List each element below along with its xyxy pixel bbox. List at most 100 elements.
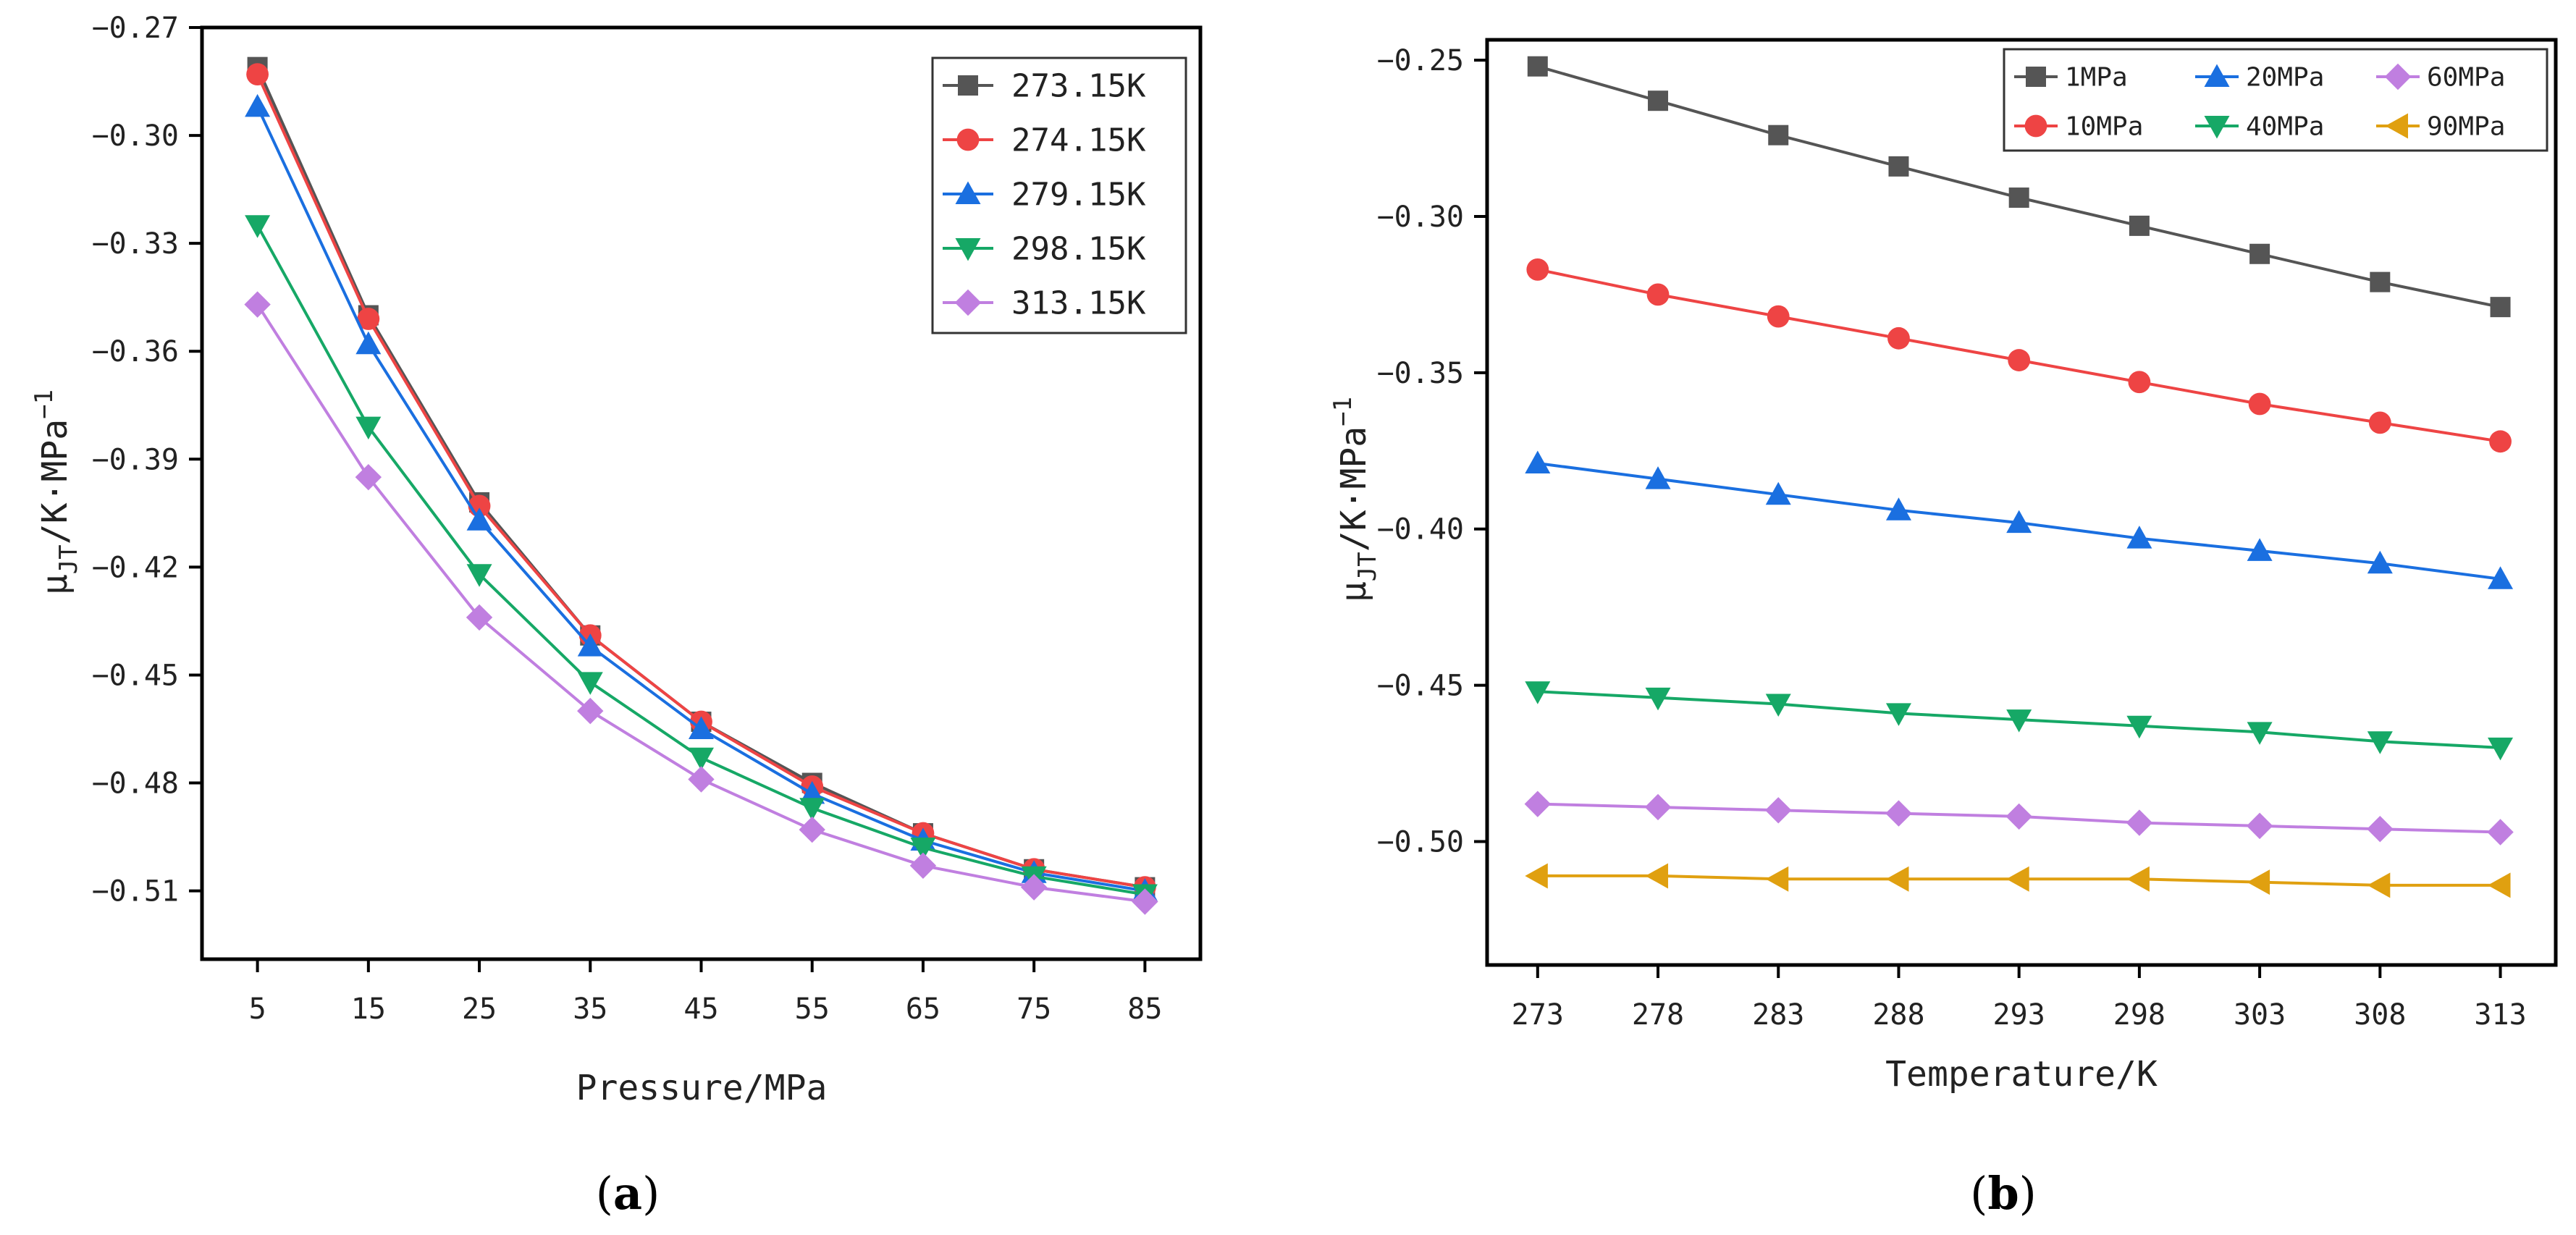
x-tick-label: 283 (1752, 998, 1804, 1032)
y-tick-label: −0.36 (92, 335, 179, 368)
data-point (2367, 872, 2391, 898)
data-point (355, 416, 382, 440)
chart-b-ylabel-sup: −1 (1329, 397, 1358, 426)
chart-b-ylabel-rest: /K·MPa (1334, 426, 1374, 552)
y-tick-label: −0.40 (1377, 513, 1464, 547)
x-tick-label: 75 (1016, 992, 1051, 1026)
data-point (2246, 812, 2273, 840)
chart-a-x-axis-title: Pressure/MPa (576, 1068, 828, 1108)
series-90MPa (1525, 863, 2511, 898)
data-point (1645, 687, 1671, 711)
data-point (466, 507, 492, 531)
data-point (2006, 709, 2032, 733)
data-point (2128, 371, 2151, 394)
data-point (2488, 566, 2514, 589)
chart-a-y-axis-title: μJT/K·MPa−1 (30, 389, 83, 595)
data-point (1525, 681, 1551, 704)
x-tick-label: 55 (795, 992, 830, 1026)
data-point (2008, 349, 2031, 371)
series-10MPa (1526, 258, 2512, 453)
data-point (909, 852, 937, 880)
data-point (2367, 550, 2393, 574)
data-point (1888, 156, 1909, 177)
data-point (1645, 466, 1671, 489)
x-tick-label: 35 (573, 992, 607, 1026)
legend-item-90MPa: 90MPa (2376, 112, 2505, 142)
x-tick-label: 298 (2113, 998, 2165, 1032)
legend-label: 60MPa (2427, 63, 2505, 93)
legend-marker (958, 75, 978, 96)
data-point (1527, 56, 1548, 77)
chart-b-y-ticks: −0.25 −0.30 −0.35 −0.40 −0.45 −0.50 (1377, 44, 1487, 859)
x-tick-label: 85 (1127, 992, 1162, 1026)
y-tick-label: −0.50 (1377, 825, 1464, 859)
legend-item-274.15K: 274.15K (943, 122, 1146, 159)
y-tick-label: −0.30 (92, 119, 179, 153)
data-point (689, 716, 714, 739)
y-tick-label: −0.51 (92, 875, 179, 909)
x-tick-label: 308 (2354, 998, 2406, 1032)
data-point (2490, 297, 2511, 318)
legend-item-313.15K: 313.15K (943, 284, 1146, 321)
x-tick-label: 303 (2234, 998, 2286, 1032)
chart-b-legend-box (2003, 48, 2548, 152)
x-tick-label: 273 (1512, 998, 1564, 1032)
x-tick-label: 25 (462, 992, 497, 1026)
legend-item-279.15K: 279.15K (943, 176, 1146, 213)
legend-label: 90MPa (2427, 112, 2505, 142)
data-point (1765, 694, 1791, 717)
data-point (2488, 737, 2514, 761)
data-point (2488, 872, 2511, 898)
legend-label: 313.15K (1011, 284, 1146, 321)
chart-a-y-ticks: −0.27 −0.30 −0.33 −0.36 −0.39 −0.42 −0.45 −0.48… (92, 12, 202, 909)
legend-marker (2026, 67, 2046, 87)
legend-marker (955, 181, 981, 204)
data-point (2005, 803, 2032, 830)
legend-marker (2204, 64, 2230, 87)
panel-label-b: (b) (1970, 1167, 2037, 1220)
y-tick-label: −0.48 (92, 767, 179, 801)
data-point (1020, 874, 1048, 901)
data-point (245, 93, 271, 117)
y-tick-label: −0.27 (92, 12, 179, 45)
data-point (1644, 793, 1672, 821)
data-point (2129, 215, 2150, 236)
chart-b-y-axis-title: μJT/K·MPa−1 (1329, 397, 1382, 602)
legend-marker (954, 289, 982, 316)
data-point (466, 564, 492, 587)
data-point (1525, 450, 1551, 474)
chart-b-plot-frame (1485, 38, 2558, 967)
data-point (689, 747, 714, 771)
data-point (2367, 815, 2394, 843)
data-point (355, 331, 382, 355)
data-point (2006, 866, 2029, 892)
x-tick-label: 293 (1993, 998, 2045, 1032)
series-20MPa (1525, 450, 2514, 589)
data-point (1885, 800, 1912, 827)
data-point (2247, 869, 2270, 895)
data-point (577, 672, 603, 695)
data-point (1132, 888, 1158, 915)
chart-b-ylabel-main: μ (1334, 581, 1374, 602)
data-point (2370, 271, 2391, 292)
panel-label-b-open: ( (1970, 1167, 1987, 1220)
panel-label-a: (a) (596, 1167, 660, 1220)
data-point (245, 215, 271, 238)
y-tick-label: −0.30 (1377, 201, 1464, 234)
data-point (577, 633, 603, 657)
chart-b: −0.25 −0.30 −0.35 −0.40 −0.45 −0.50 273 278 283… (1329, 38, 2558, 1095)
y-tick-label: −0.33 (92, 227, 179, 261)
chart-a: −0.27 −0.30 −0.33 −0.36 −0.39 −0.42 −0.45 −0.48… (30, 12, 1203, 1108)
data-point (688, 766, 715, 793)
x-tick-label: 45 (683, 992, 718, 1026)
data-point (1765, 866, 1789, 892)
x-tick-label: 5 (249, 992, 266, 1026)
data-point (2248, 392, 2271, 416)
data-point (357, 308, 380, 330)
legend-label: 274.15K (1011, 122, 1146, 159)
data-point (244, 291, 271, 318)
data-point (1768, 125, 1789, 146)
chart-b-legend-items: 1MPa 10MPa 20MPa 40MPa 60MPa 90MPa (2014, 63, 2505, 142)
data-point (2249, 243, 2270, 264)
legend-item-1MPa: 1MPa (2014, 63, 2128, 93)
